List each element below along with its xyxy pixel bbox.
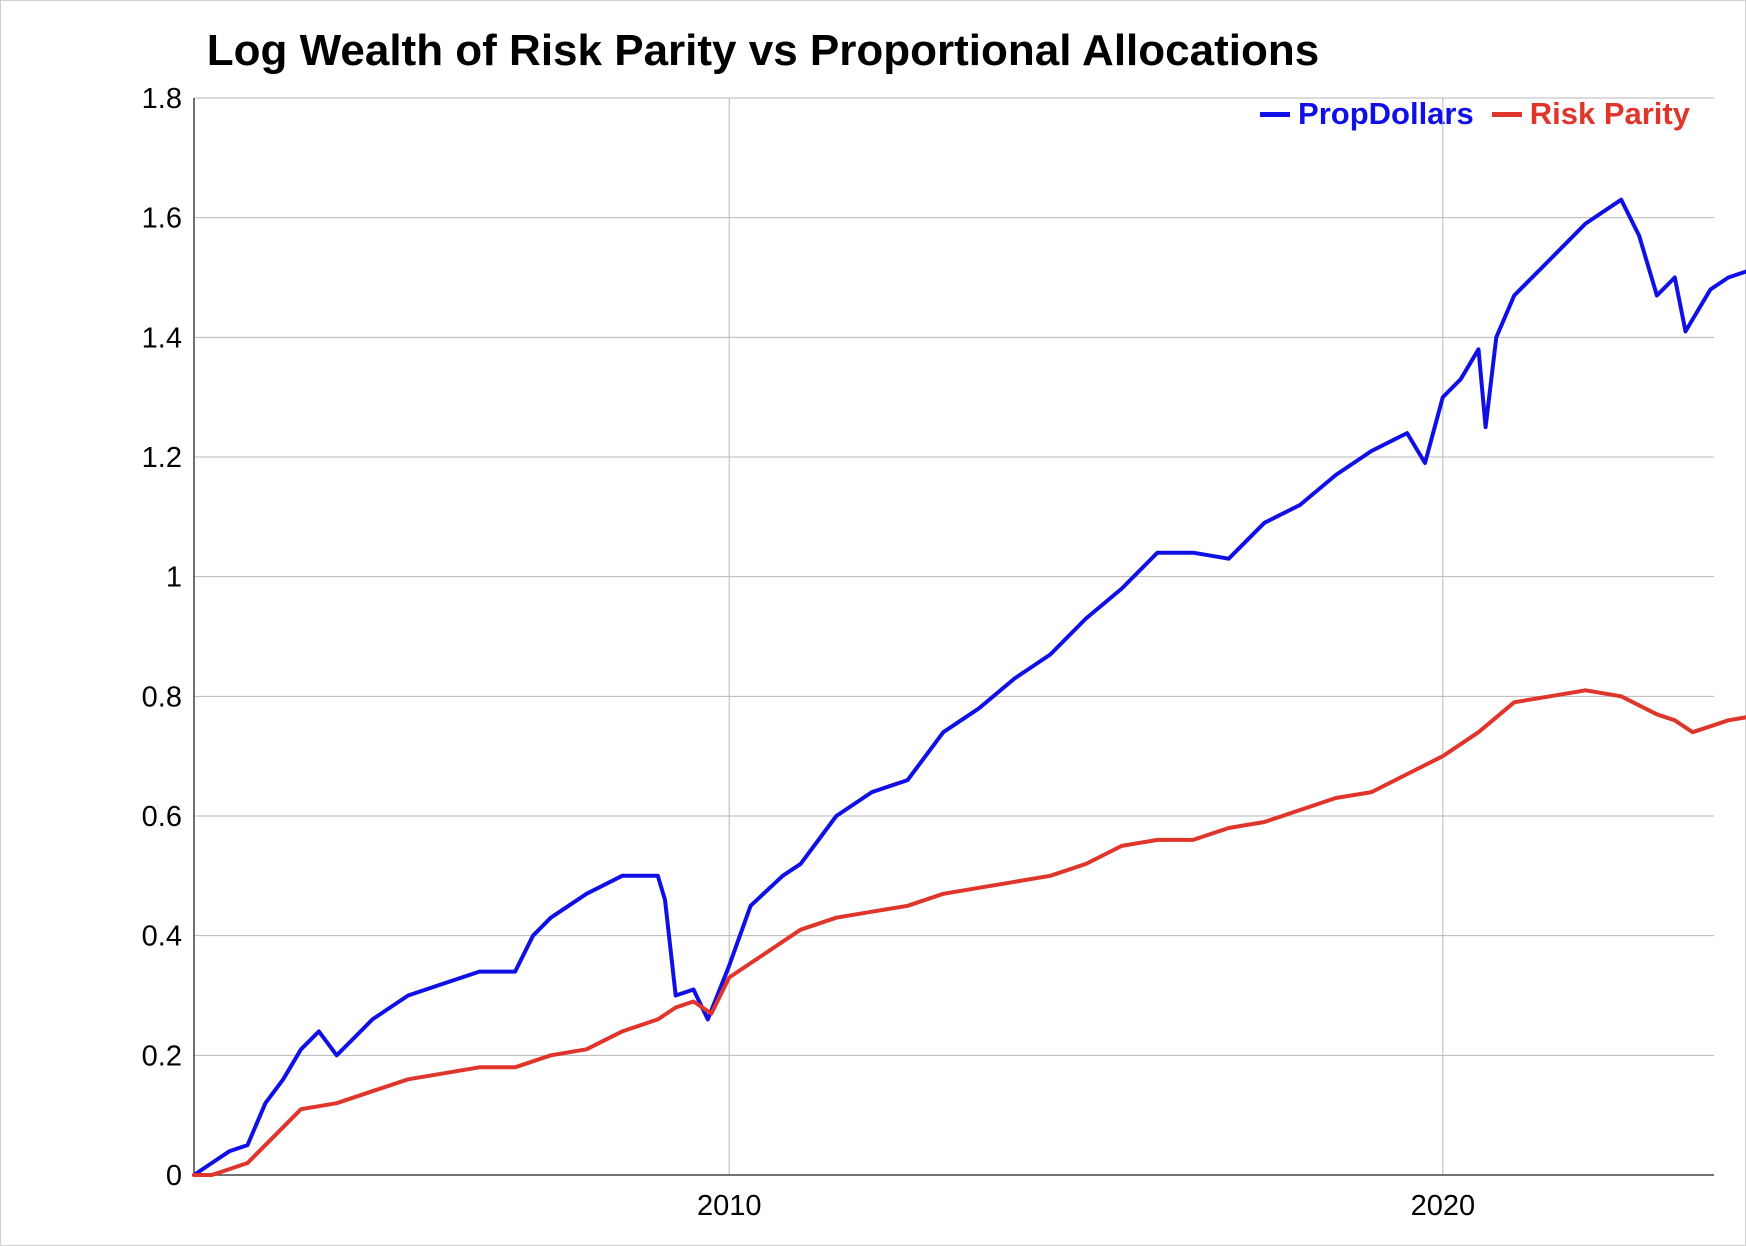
legend-item-propdollars: PropDollars [1260, 96, 1474, 132]
y-tick-label: 1.6 [142, 203, 182, 235]
legend-swatch-risk-parity [1491, 111, 1522, 117]
axis-layer: 0 0.2 0.4 0.6 0.8 1 1.2 1.4 1.6 1.8 2010 2020 [142, 83, 1714, 1222]
y-tick-label: 0.2 [142, 1040, 182, 1072]
legend-item-risk-parity: Risk Parity [1491, 96, 1690, 132]
y-tick-label: 0.4 [142, 921, 182, 953]
series-line-propdollars [192, 197, 1746, 1177]
y-tick-label: 0.6 [142, 801, 182, 833]
y-tick-label: 1.2 [142, 442, 182, 474]
legend-label-propdollars: PropDollars [1298, 96, 1474, 131]
y-tick-label: 1.4 [142, 322, 182, 354]
chart-legend: PropDollars Risk Parity [1260, 96, 1690, 132]
x-tick-label: 2010 [697, 1190, 762, 1222]
legend-swatch-propdollars [1260, 111, 1291, 117]
y-tick-label: 1 [166, 562, 182, 594]
chart-title: Log Wealth of Risk Parity vs Proportiona… [206, 26, 1320, 75]
x-tick-label: 2020 [1411, 1190, 1476, 1222]
grid-layer [194, 97, 1714, 1175]
series-layer [192, 197, 1746, 1177]
y-tick-label: 0.8 [142, 681, 182, 713]
y-tick-label: 0 [166, 1160, 182, 1192]
legend-label-risk-parity: Risk Parity [1529, 96, 1690, 131]
series-line-risk-parity [192, 688, 1746, 1177]
y-tick-label: 1.8 [142, 83, 182, 115]
